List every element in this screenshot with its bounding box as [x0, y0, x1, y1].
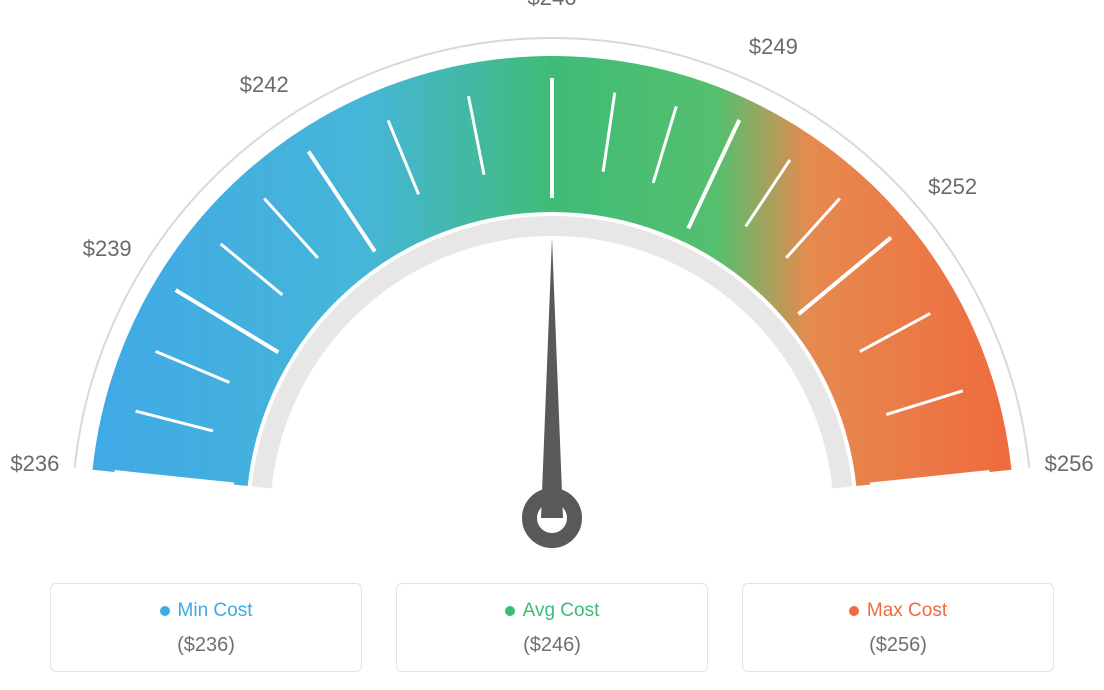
legend-value-avg: ($246) [407, 634, 697, 657]
legend-title-avg: Avg Cost [505, 600, 600, 622]
legend-row: Min Cost ($236) Avg Cost ($246) Max Cost… [0, 583, 1104, 672]
legend-label-min: Min Cost [178, 600, 253, 622]
legend-value-min: ($236) [61, 634, 351, 657]
gauge-tick-label: $249 [749, 34, 798, 60]
gauge-tick-label: $236 [10, 451, 59, 477]
gauge-tick-label: $246 [528, 0, 577, 11]
gauge-tick-label: $239 [83, 236, 132, 262]
gauge-tick-label: $256 [1045, 451, 1094, 477]
legend-card-avg: Avg Cost ($246) [396, 583, 708, 672]
legend-title-min: Min Cost [160, 600, 253, 622]
legend-value-max: ($256) [753, 634, 1043, 657]
gauge-tick-label: $242 [240, 72, 289, 98]
legend-title-max: Max Cost [849, 600, 947, 622]
gauge-chart-container: $236 $239 $242 $246 $249 $252 $256 Min Cost ($… [0, 0, 1104, 690]
legend-dot-avg [505, 606, 515, 616]
legend-card-min: Min Cost ($236) [50, 583, 362, 672]
legend-label-avg: Avg Cost [523, 600, 600, 622]
gauge-svg [0, 0, 1104, 560]
gauge-tick-label: $252 [928, 174, 977, 200]
legend-card-max: Max Cost ($256) [742, 583, 1054, 672]
legend-dot-min [160, 606, 170, 616]
gauge-area: $236 $239 $242 $246 $249 $252 $256 [0, 0, 1104, 560]
legend-label-max: Max Cost [867, 600, 947, 622]
legend-dot-max [849, 606, 859, 616]
